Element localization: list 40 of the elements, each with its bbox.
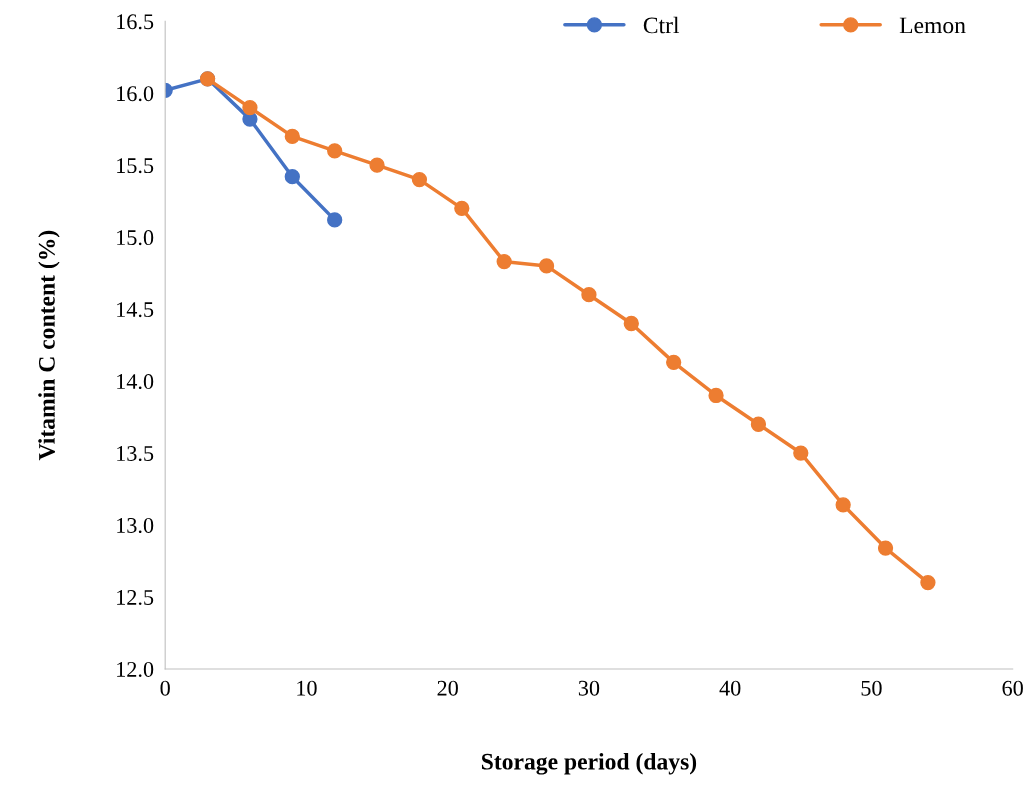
y-tick-label: 16.0 [117,86,154,102]
point [666,354,682,371]
x-tick-label: 20 [437,680,458,696]
point [750,416,767,432]
y-tick-label: 14.5 [117,302,154,318]
point [581,287,597,303]
point [496,253,512,270]
x-tick-label: 40 [719,680,741,696]
point [538,258,555,274]
point [835,497,851,513]
y-tick-label: 12.5 [117,589,154,606]
x-tick-label: 50 [861,680,882,696]
y-axis-title: Vitamin C content (%) [38,230,60,461]
y-tick-label: 12.0 [117,661,154,677]
point [708,387,724,404]
point [623,315,639,332]
x-tick-label: 60 [1002,680,1023,696]
point [920,574,936,591]
legend-label: Lemon [899,17,966,34]
point [284,128,300,145]
y-tick-label: 13.0 [117,517,154,534]
x-tick-label: 30 [578,680,600,696]
point [369,157,385,173]
point [242,99,258,116]
y-tick-label: 14.0 [117,374,154,390]
point [793,445,809,461]
x-tick-label: 0 [160,680,170,696]
y-tick-label: 15.5 [117,158,154,174]
point [327,212,343,228]
y-tick-label: 15.0 [117,230,154,246]
legend-label: Ctrl [643,16,680,34]
x-tick-label: 10 [297,680,317,696]
point [284,169,300,185]
x-axis-title: Storage period (days) [481,752,697,775]
y-tick-label: 13.5 [117,446,154,462]
y-tick-label: 16.5 [117,14,154,30]
point [877,540,894,556]
point [411,171,428,188]
point [327,143,343,159]
point [454,200,470,217]
